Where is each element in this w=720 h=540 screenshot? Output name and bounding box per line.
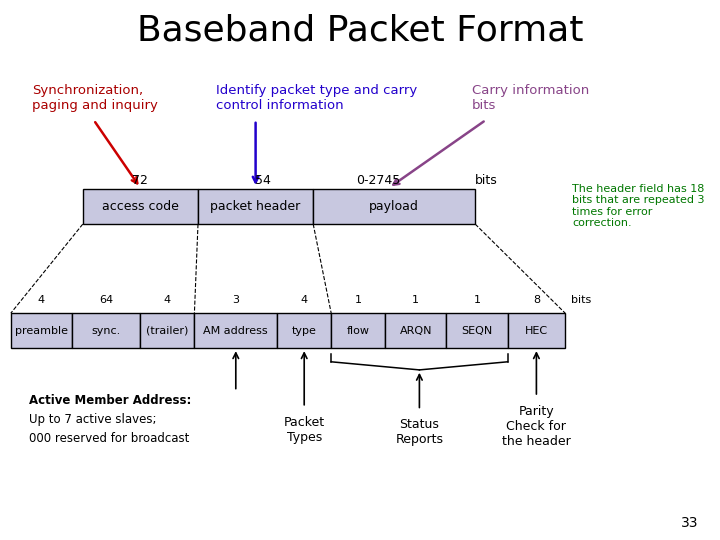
Bar — [83, 189, 198, 224]
Text: Carry information
bits: Carry information bits — [472, 84, 589, 112]
Text: The header field has 18
bits that are repeated 3
times for error
correction.: The header field has 18 bits that are re… — [572, 184, 705, 228]
Text: 1: 1 — [474, 295, 480, 305]
Text: 72: 72 — [132, 174, 148, 187]
Text: Up to 7 active slaves;: Up to 7 active slaves; — [29, 413, 156, 426]
Text: AM address: AM address — [204, 326, 268, 336]
Text: packet header: packet header — [210, 200, 301, 213]
Bar — [313, 189, 475, 224]
Text: 1: 1 — [413, 295, 419, 305]
Text: 000 reserved for broadcast: 000 reserved for broadcast — [29, 432, 189, 445]
Text: Identify packet type and carry
control information: Identify packet type and carry control i… — [216, 84, 418, 112]
Bar — [508, 313, 565, 348]
Bar — [385, 313, 446, 348]
Text: type: type — [292, 326, 317, 336]
Text: 33: 33 — [681, 516, 698, 530]
Bar — [331, 313, 385, 348]
Bar — [72, 313, 140, 348]
Text: Synchronization,
paging and inquiry: Synchronization, paging and inquiry — [32, 84, 158, 112]
Bar — [446, 313, 508, 348]
Bar — [277, 313, 331, 348]
Text: Packet
Types: Packet Types — [284, 416, 325, 444]
Text: (trailer): (trailer) — [146, 326, 189, 336]
Bar — [140, 313, 194, 348]
Text: 0-2745: 0-2745 — [356, 174, 400, 187]
Text: bits: bits — [571, 295, 591, 305]
Text: payload: payload — [369, 200, 419, 213]
Text: sync.: sync. — [91, 326, 121, 336]
Text: Status
Reports: Status Reports — [395, 418, 444, 447]
Text: access code: access code — [102, 200, 179, 213]
Text: HEC: HEC — [525, 326, 548, 336]
Text: 4: 4 — [301, 295, 307, 305]
Text: 4: 4 — [164, 295, 171, 305]
Text: Active Member Address:: Active Member Address: — [29, 394, 192, 407]
Text: Parity
Check for
the header: Parity Check for the header — [502, 405, 571, 448]
Text: preamble: preamble — [15, 326, 68, 336]
Text: 1: 1 — [355, 295, 361, 305]
Text: bits: bits — [474, 174, 498, 187]
Bar — [11, 313, 72, 348]
Text: 54: 54 — [255, 174, 271, 187]
Text: 64: 64 — [99, 295, 113, 305]
Bar — [194, 313, 277, 348]
Text: SEQN: SEQN — [462, 326, 492, 336]
Text: 4: 4 — [38, 295, 45, 305]
Text: 8: 8 — [533, 295, 540, 305]
Text: Baseband Packet Format: Baseband Packet Format — [137, 14, 583, 48]
Bar — [198, 189, 313, 224]
Text: ARQN: ARQN — [400, 326, 432, 336]
Text: flow: flow — [347, 326, 369, 336]
Text: 3: 3 — [233, 295, 239, 305]
